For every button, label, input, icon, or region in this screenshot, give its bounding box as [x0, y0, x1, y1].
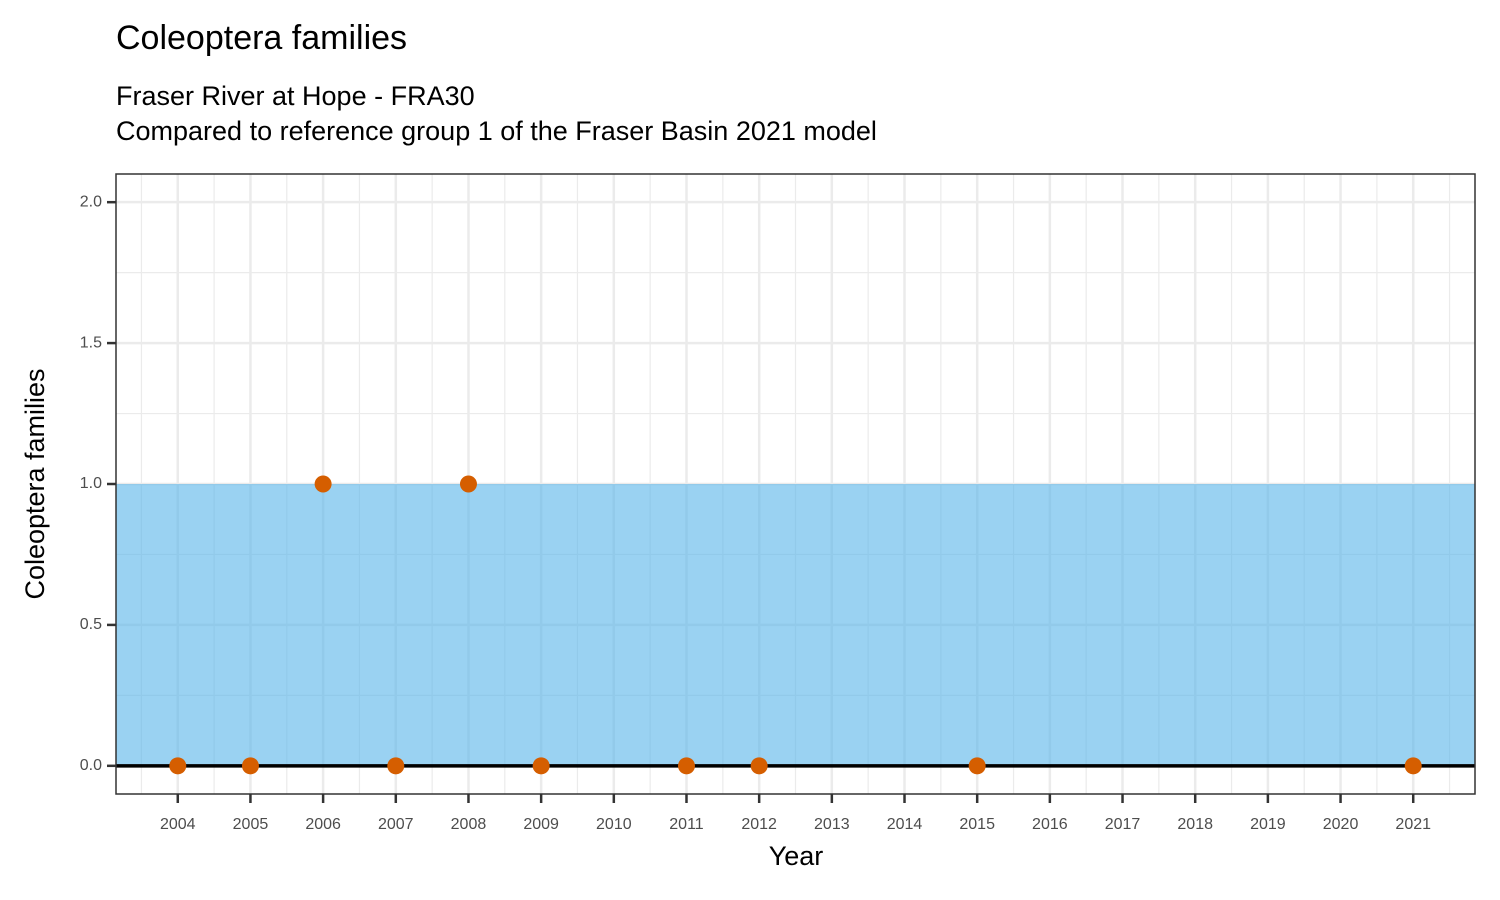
point: [169, 757, 187, 775]
x-tick-label: 2016: [1032, 816, 1068, 833]
point: [1404, 757, 1422, 775]
x-tick-label: 2005: [233, 816, 269, 833]
x-tick-label: 2017: [1105, 816, 1141, 833]
reference-band: [116, 484, 1475, 766]
x-tick-label: 2004: [160, 816, 196, 833]
point: [968, 757, 986, 775]
point: [532, 757, 550, 775]
point: [387, 757, 405, 775]
x-tick-label: 2014: [887, 816, 923, 833]
x-tick-label: 2021: [1395, 816, 1431, 833]
y-tick-label: 1.5: [80, 334, 102, 351]
chart-title: Coleoptera families: [116, 19, 407, 57]
x-tick-label: 2020: [1323, 816, 1359, 833]
point: [459, 475, 477, 493]
y-axis-label: Coleoptera families: [20, 368, 50, 599]
point: [750, 757, 768, 775]
y-tick-label: 2.0: [80, 193, 102, 210]
x-axis-label: Year: [769, 841, 824, 871]
x-tick-label: 2018: [1177, 816, 1213, 833]
y-tick-label: 1.0: [80, 475, 102, 492]
x-tick-label: 2015: [959, 816, 995, 833]
chart-subtitle: Compared to reference group 1 of the Fra…: [116, 116, 877, 146]
plot-border: [115, 173, 1476, 795]
x-tick-label: 2012: [741, 816, 777, 833]
x-tick-label: 2010: [596, 816, 632, 833]
x-tick-label: 2008: [451, 816, 487, 833]
point: [241, 757, 259, 775]
point: [314, 475, 332, 493]
x-tick-label: 2007: [378, 816, 414, 833]
x-tick-label: 2009: [523, 816, 559, 833]
x-tick-label: 2013: [814, 816, 850, 833]
x-tick-label: 2011: [669, 816, 704, 833]
chart-subtitle: Fraser River at Hope - FRA30: [116, 81, 475, 111]
x-tick-label: 2019: [1250, 816, 1286, 833]
y-tick-label: 0.5: [80, 616, 102, 633]
y-tick-label: 0.0: [80, 757, 102, 774]
point: [677, 757, 695, 775]
x-tick-label: 2006: [305, 816, 341, 833]
